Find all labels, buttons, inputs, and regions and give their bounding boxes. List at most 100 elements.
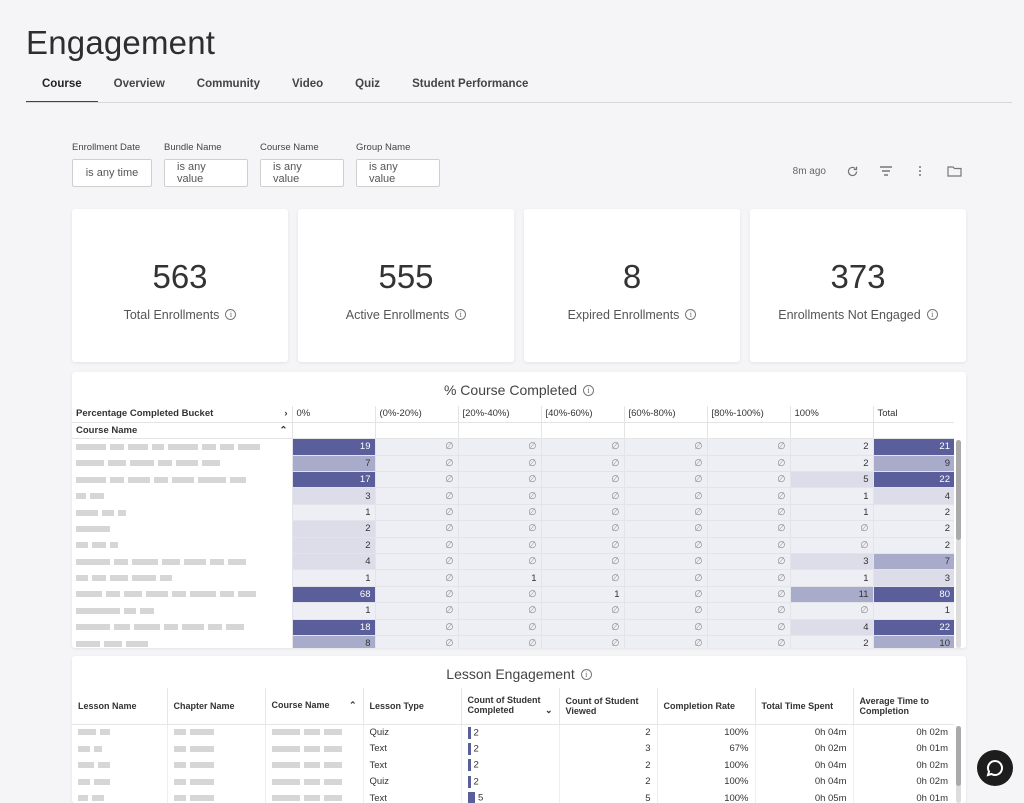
column-header[interactable]: [20%-40%) xyxy=(457,406,541,423)
info-icon[interactable]: i xyxy=(926,309,938,320)
column-header-completion-rate[interactable]: Completion Rate xyxy=(656,688,755,725)
column-header[interactable]: 100% xyxy=(789,406,873,423)
table-cell: ∅ xyxy=(374,438,458,456)
column-header[interactable]: 0% xyxy=(291,406,375,423)
column-header-completed[interactable]: Count of Student Completed ⌄ xyxy=(460,688,559,725)
column-header[interactable]: [40%-60%) xyxy=(540,406,624,423)
table-cell: ∅ xyxy=(457,487,541,505)
folder-icon[interactable] xyxy=(946,163,962,179)
table-row[interactable]: Quiz 2 2 100% 0h 04m 0h 02m xyxy=(72,724,954,741)
redacted-text xyxy=(114,624,130,631)
column-header-total-time[interactable]: Total Time Spent xyxy=(754,688,853,725)
column-header-lesson-name[interactable]: Lesson Name xyxy=(72,688,167,725)
filter-icon[interactable] xyxy=(878,163,894,179)
redacted-text xyxy=(110,476,124,483)
column-header-course-name[interactable]: Course Name ⌃ xyxy=(264,688,363,725)
table-cell: 2 xyxy=(291,537,375,555)
pivot-header[interactable]: Percentage Completed Bucket › xyxy=(72,406,292,423)
table-cell: 2 xyxy=(789,635,873,648)
column-header[interactable]: (0%-20%) xyxy=(374,406,458,423)
table-row[interactable]: 2 ∅ ∅ ∅ ∅ ∅ ∅ 2 xyxy=(72,537,954,555)
column-header[interactable]: [60%-80%) xyxy=(623,406,707,423)
info-icon[interactable]: i xyxy=(225,309,237,320)
tab-student-performance[interactable]: Student Performance xyxy=(412,78,529,90)
table-cell: ∅ xyxy=(623,520,707,538)
course-name-redacted xyxy=(264,773,363,790)
filter-bundle-name-input[interactable]: is any value xyxy=(164,159,248,187)
table-cell: ∅ xyxy=(623,455,707,473)
chevron-right-icon[interactable]: › xyxy=(284,408,288,420)
redacted-text xyxy=(76,525,110,532)
data-bar xyxy=(467,726,471,739)
table-cell: ∅ xyxy=(540,602,624,620)
column-header-viewed[interactable]: Count of Student Viewed xyxy=(558,688,657,725)
filter-course-name-input[interactable]: is any value xyxy=(260,159,344,187)
column-header-label: Course Name xyxy=(271,700,330,711)
info-icon[interactable]: i xyxy=(685,309,697,320)
completed-value: 2 xyxy=(473,759,479,771)
table-row[interactable]: 1 ∅ ∅ ∅ ∅ ∅ 1 2 xyxy=(72,504,954,522)
chat-button[interactable] xyxy=(977,750,1013,786)
row-dimension-header[interactable]: Course Name ⌃ xyxy=(72,422,292,440)
filter-group-name-input[interactable]: is any value xyxy=(356,159,440,187)
redacted-text xyxy=(189,795,214,802)
table-row[interactable]: Quiz 2 2 100% 0h 04m 0h 02m xyxy=(72,773,954,790)
table-row[interactable]: 8 ∅ ∅ ∅ ∅ ∅ 2 10 xyxy=(72,635,954,648)
tab-course[interactable]: Course xyxy=(26,76,98,103)
table-row[interactable]: 18 ∅ ∅ ∅ ∅ ∅ 4 22 xyxy=(72,619,954,636)
redacted-text xyxy=(76,493,86,500)
info-icon[interactable]: i xyxy=(583,384,595,396)
table-cell: ∅ xyxy=(540,635,624,648)
info-icon[interactable]: i xyxy=(455,309,467,320)
refresh-icon[interactable] xyxy=(844,163,860,179)
tab-video[interactable]: Video xyxy=(292,78,324,90)
scrollbar-thumb[interactable] xyxy=(956,726,961,786)
table-row[interactable]: 3 ∅ ∅ ∅ ∅ ∅ 1 4 xyxy=(72,487,954,505)
tab-community[interactable]: Community xyxy=(196,78,261,90)
chapter-name-redacted xyxy=(166,757,265,774)
table-row[interactable]: 4 ∅ ∅ ∅ ∅ ∅ 3 7 xyxy=(72,553,954,571)
chevron-down-icon[interactable]: ⌄ xyxy=(544,705,553,716)
table-cell: 1 xyxy=(789,487,873,505)
table-row[interactable]: 19 ∅ ∅ ∅ ∅ ∅ 2 21 xyxy=(72,438,954,456)
table-row[interactable]: 68 ∅ ∅ 1 ∅ ∅ 11 80 xyxy=(72,586,954,604)
viewed-count: 5 xyxy=(558,790,657,803)
table-row[interactable]: 17 ∅ ∅ ∅ ∅ ∅ 5 22 xyxy=(72,471,954,489)
redacted-text xyxy=(220,444,234,451)
table-cell: ∅ xyxy=(457,504,541,522)
scrollbar-thumb[interactable] xyxy=(956,440,961,540)
tab-quiz[interactable]: Quiz xyxy=(355,78,381,90)
kpi-row: 563 Total Enrollments i 555 Active Enroll… xyxy=(72,209,966,362)
table-row[interactable]: Text 2 2 100% 0h 04m 0h 02m xyxy=(72,757,954,774)
table-row[interactable]: 2 ∅ ∅ ∅ ∅ ∅ ∅ 2 xyxy=(72,520,954,538)
column-header-chapter-name[interactable]: Chapter Name xyxy=(166,688,265,725)
course-completed-body: 19 ∅ ∅ ∅ ∅ ∅ 2 21 7 ∅ ∅ ∅ ∅ ∅ 2 9 17 ∅ ∅ ∅ ∅ ∅ 5 22 3 ∅ ∅ ∅ ∅ ∅ 1 4 1 ∅ ∅ ∅… xyxy=(72,438,954,648)
filter-enrollment-date-input[interactable]: is any time xyxy=(72,159,152,187)
redacted-text xyxy=(230,476,246,483)
table-row[interactable]: 7 ∅ ∅ ∅ ∅ ∅ 2 9 xyxy=(72,455,954,473)
column-header-lesson-type[interactable]: Lesson Type xyxy=(362,688,461,725)
table-cell: 19 xyxy=(291,438,375,456)
table-cell: ∅ xyxy=(374,553,458,571)
table-row[interactable]: 1 ∅ ∅ ∅ ∅ ∅ ∅ 1 xyxy=(72,602,954,620)
sort-ascending-icon[interactable]: ⌃ xyxy=(348,700,357,711)
more-vertical-icon[interactable] xyxy=(912,163,928,179)
column-header-average-time[interactable]: Average Time to Completion xyxy=(852,688,954,725)
column-header[interactable]: [80%-100%) xyxy=(706,406,790,423)
table-cell: ∅ xyxy=(540,619,624,636)
column-header[interactable]: Total xyxy=(872,406,954,423)
course-name-redacted xyxy=(72,635,292,648)
info-icon[interactable]: i xyxy=(580,668,592,680)
table-row[interactable]: 1 ∅ 1 ∅ ∅ ∅ 1 3 xyxy=(72,569,954,587)
redacted-text xyxy=(132,575,156,582)
redacted-text xyxy=(76,607,120,614)
chevron-up-icon[interactable]: ⌃ xyxy=(279,425,288,437)
vertical-scrollbar[interactable] xyxy=(956,726,961,803)
redacted-text xyxy=(176,460,198,467)
table-row[interactable]: Text 2 3 67% 0h 02m 0h 01m xyxy=(72,740,954,757)
redacted-text xyxy=(76,624,110,631)
vertical-scrollbar[interactable] xyxy=(956,440,961,648)
table-row[interactable]: Text 5 5 100% 0h 05m 0h 01m xyxy=(72,790,954,803)
table-cell: ∅ xyxy=(789,520,873,538)
tab-overview[interactable]: Overview xyxy=(113,78,165,90)
